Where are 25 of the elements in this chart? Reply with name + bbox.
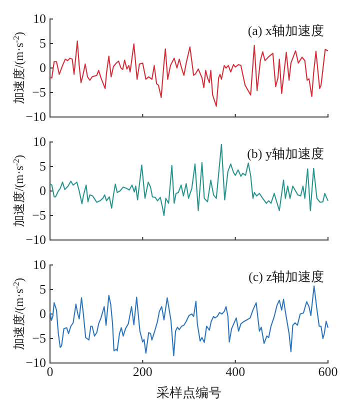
line-series (49, 40, 329, 107)
y-tick-label: 5 (40, 36, 46, 51)
y-tick-label: −5 (32, 330, 46, 346)
y-tick-label: 5 (40, 282, 46, 297)
line-series (49, 144, 329, 216)
y-tick-label: 0 (40, 183, 46, 198)
y-tick-label: −10 (26, 355, 46, 370)
y-tick-label: 5 (40, 158, 46, 174)
chart-title: (b) y轴加速度 (247, 146, 324, 161)
x-tick-label: 600 (318, 364, 338, 380)
x-tick-label: 400 (226, 364, 246, 380)
x-axis-title: 采样点编号 (156, 385, 222, 400)
y-tick-label: −10 (26, 232, 46, 248)
line-series (49, 286, 329, 356)
y-tick-label: −5 (32, 84, 46, 100)
y-tick-label: 10 (33, 11, 46, 26)
x-tick-label: 200 (132, 364, 152, 380)
y-tick-label: 10 (33, 134, 46, 150)
y-tick-label: −10 (26, 109, 46, 124)
y-tick-label: 0 (40, 306, 46, 322)
y-tick-label: 10 (33, 257, 46, 272)
y-tick-label: 0 (40, 60, 46, 76)
chart-title: (a) x轴加速度 (248, 23, 324, 38)
chart-title: (c) z轴加速度 (248, 269, 324, 284)
y-tick-label: −5 (32, 208, 46, 223)
